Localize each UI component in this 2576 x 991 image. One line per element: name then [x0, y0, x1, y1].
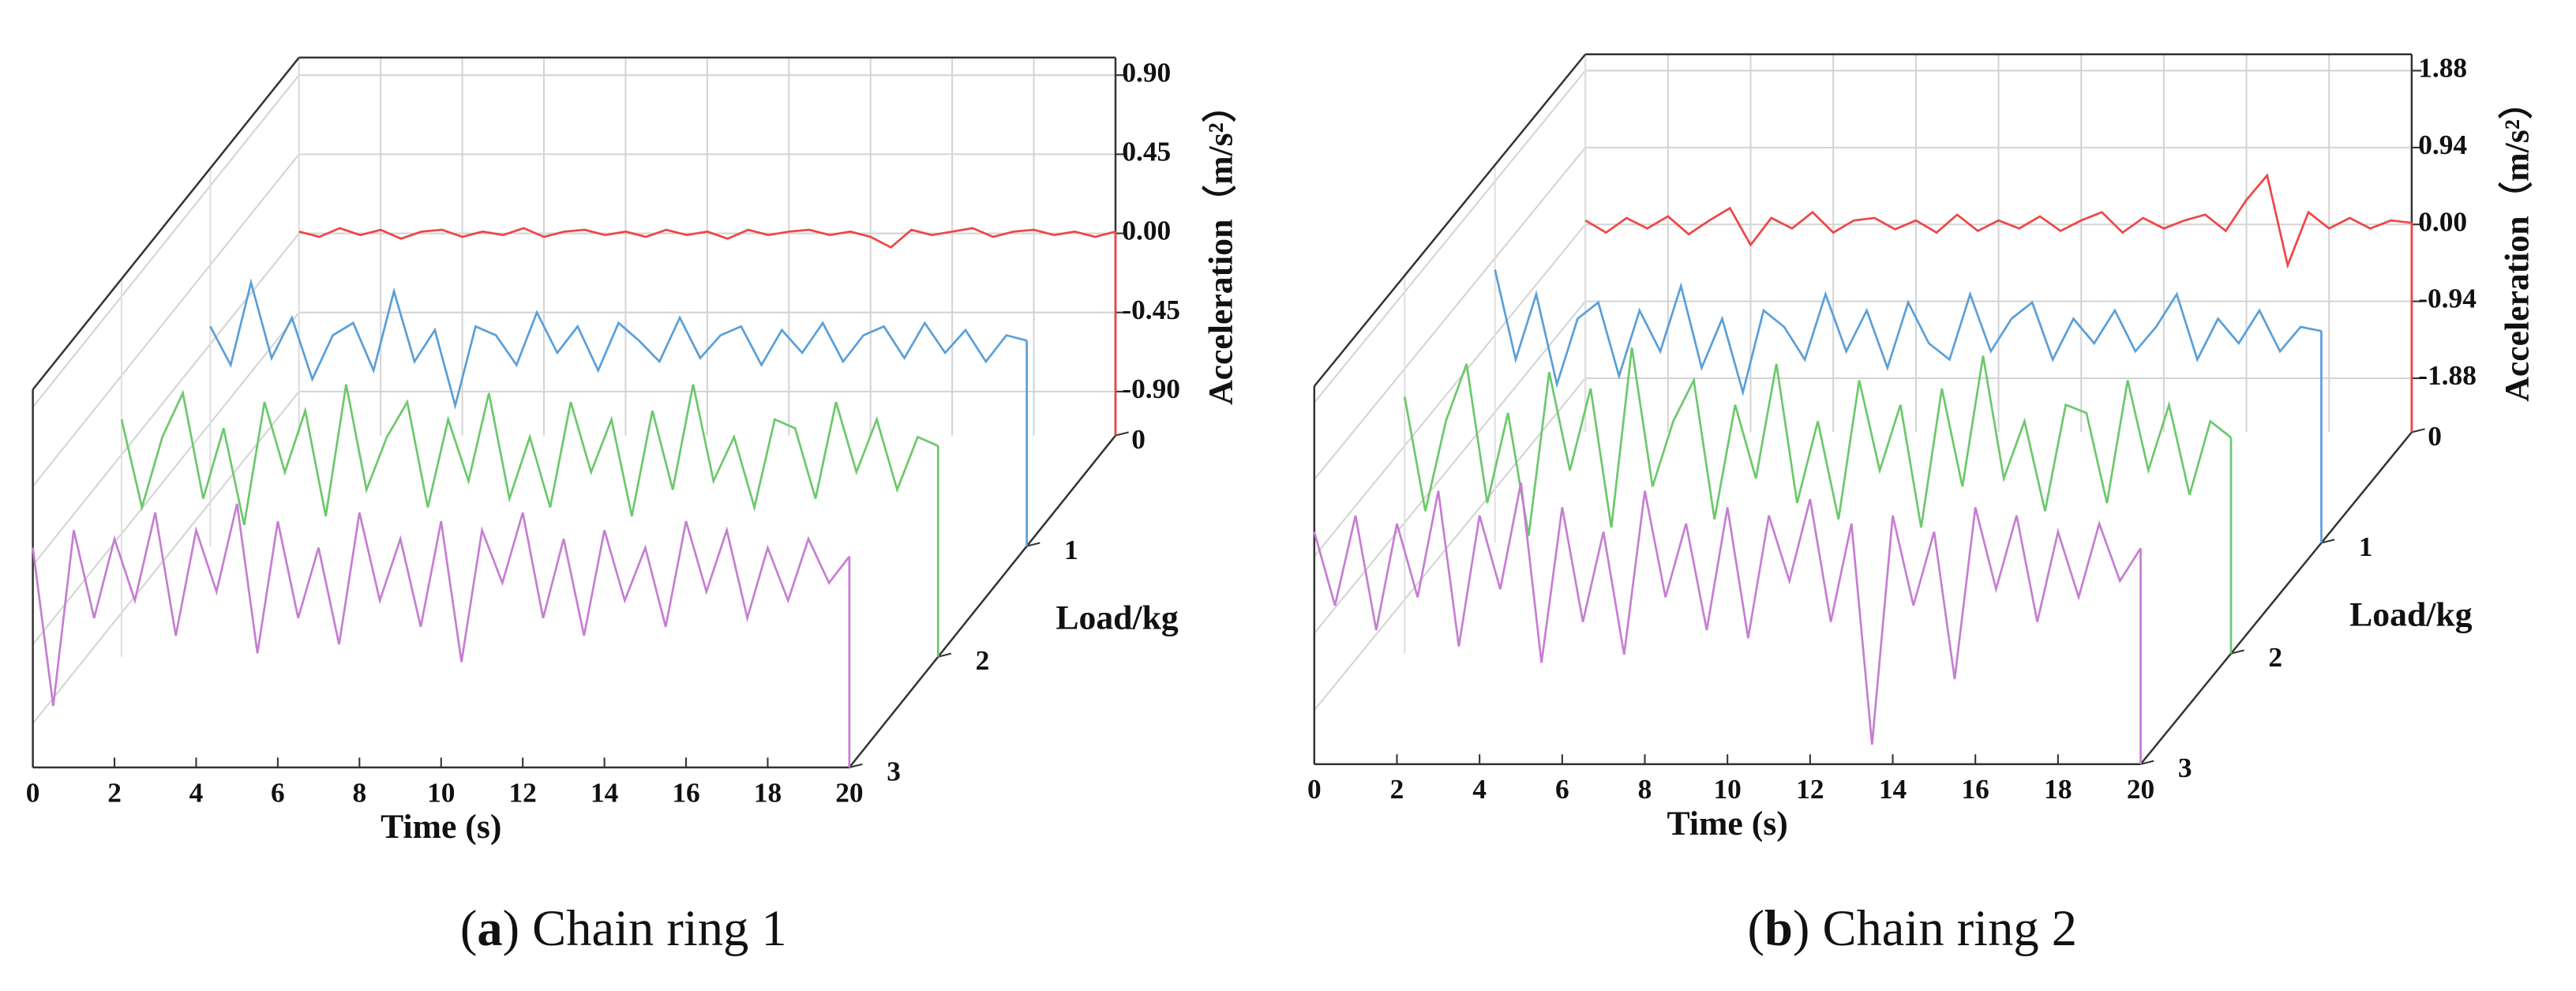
x-tick-label: 0	[1307, 773, 1322, 805]
z-tick-label: 1	[2359, 531, 2373, 562]
x-tick-label: 14	[591, 776, 619, 808]
series-line	[1584, 173, 2413, 269]
x-tick-label: 0	[26, 776, 40, 808]
z-tick	[2140, 760, 2154, 765]
y-tick-label: 0.00	[1122, 215, 1171, 246]
grid-line	[32, 153, 300, 487]
x-tick-label: 6	[271, 776, 285, 808]
caption: (a) Chain ring 1	[460, 900, 787, 956]
x-tick-label: 12	[508, 776, 536, 808]
series-line	[1494, 269, 2322, 397]
series-line	[32, 503, 850, 707]
grid-line	[32, 232, 300, 566]
x-tick-label: 8	[1638, 773, 1652, 805]
y-tick-label: 0.94	[2418, 129, 2467, 160]
z-axis-label: Load/kg	[2349, 596, 2473, 634]
series-line	[209, 278, 1027, 410]
axis-line	[2139, 431, 2413, 765]
y-axis-label: Acceleration（m/s²）	[2497, 84, 2536, 401]
x-tick-label: 20	[835, 776, 863, 808]
z-tick-label: 1	[1064, 534, 1078, 565]
y-tick-label: 0.45	[1122, 135, 1171, 167]
x-tick-label: 20	[2127, 773, 2154, 805]
grid-line	[32, 391, 300, 724]
x-tick-label: 10	[1713, 773, 1741, 805]
axis-line	[32, 57, 300, 391]
z-tick-label: 2	[2268, 641, 2282, 673]
chart-panel: 0 2 4 6 8 10 12 14 16 18 20-0.90-0.450.000.450.900…	[26, 56, 1240, 956]
x-tick-label: 18	[754, 776, 782, 808]
z-tick	[2321, 539, 2335, 544]
z-tick-label: 3	[887, 755, 901, 786]
z-tick	[1115, 431, 1129, 437]
x-axis-label: Time (s)	[381, 808, 501, 846]
x-tick-label: 14	[1879, 773, 1907, 805]
x-tick-label: 18	[2044, 773, 2072, 805]
y-tick-label: -0.90	[1122, 373, 1180, 404]
series-line	[298, 227, 1116, 249]
series-line	[1403, 347, 2232, 536]
x-tick-label: 16	[672, 776, 699, 808]
x-tick-label: 4	[189, 776, 204, 808]
z-tick-label: 3	[2178, 752, 2192, 783]
x-tick-label: 16	[1962, 773, 1989, 805]
y-tick-label: 1.88	[2418, 52, 2467, 84]
y-tick-label: -0.94	[2418, 283, 2477, 314]
x-tick-label: 4	[1472, 773, 1487, 805]
z-axis-label: Load/kg	[1056, 599, 1179, 637]
grid-line	[1313, 223, 1586, 557]
y-tick-label: 0.00	[2418, 205, 2467, 237]
x-tick-label: 8	[352, 776, 366, 808]
caption: (b) Chain ring 2	[1748, 900, 2077, 956]
x-tick-label: 10	[427, 776, 455, 808]
z-tick-label: 2	[976, 644, 990, 676]
y-tick-label: 0.90	[1122, 56, 1171, 88]
grid-line	[1313, 300, 1586, 634]
z-tick	[849, 763, 863, 768]
z-tick-label: 0	[2428, 420, 2442, 452]
grid-line	[1313, 377, 1586, 711]
z-tick	[2411, 428, 2425, 434]
z-tick	[937, 652, 952, 658]
y-axis-label: Acceleration（m/s²）	[1201, 88, 1239, 405]
x-tick-label: 2	[107, 776, 122, 808]
x-tick-label: 6	[1555, 773, 1569, 805]
z-tick	[2230, 649, 2244, 655]
axis-line	[1313, 53, 1587, 387]
x-tick-label: 12	[1796, 773, 1824, 805]
x-tick-label: 2	[1390, 773, 1404, 805]
y-tick-label: -0.45	[1122, 294, 1180, 325]
grid-line	[32, 74, 300, 408]
chart-panel: 0 2 4 6 8 10 12 14 16 18 20-1.88-0.940.000.941.880…	[1307, 52, 2536, 956]
axis-line	[848, 434, 1116, 768]
grid-line	[32, 312, 300, 645]
x-axis-label: Time (s)	[1667, 805, 1788, 843]
z-tick-label: 0	[1131, 423, 1146, 455]
y-tick-label: -1.88	[2418, 359, 2477, 391]
series-line	[120, 384, 939, 526]
series-line	[1313, 482, 2142, 745]
grid-line	[1313, 147, 1586, 480]
z-tick	[1026, 542, 1041, 547]
grid-line	[1313, 69, 1586, 404]
